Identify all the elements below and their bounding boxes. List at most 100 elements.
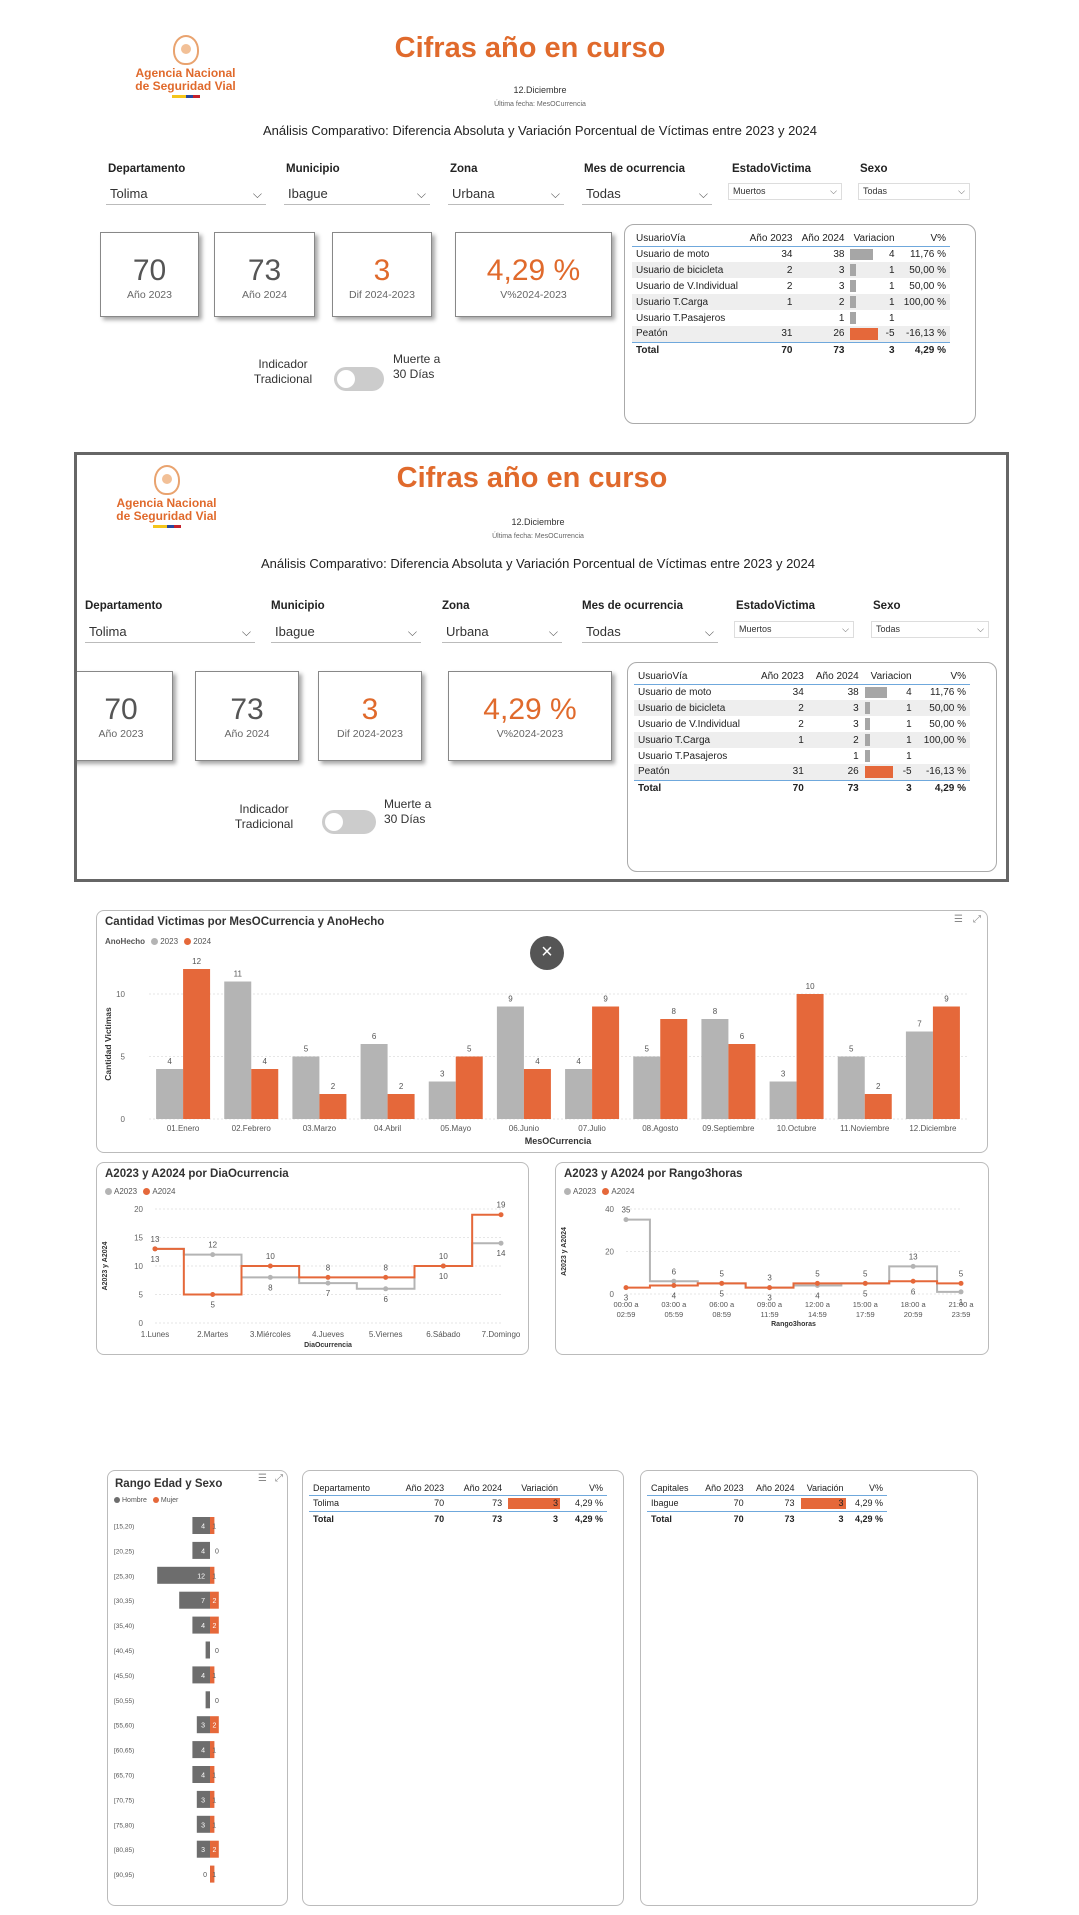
slicer-municipio[interactable]: Ibague ⌵ [271,621,421,643]
y-axis-label: A2023 y A2024 [561,1227,568,1276]
y-tick-label: 20 [134,1205,143,1214]
table-row[interactable]: Usuario T.Pasajeros 1 1 [632,310,950,326]
slicer-estado[interactable]: Muertos ⌵ [728,183,842,200]
data-label: 6 [740,1032,745,1041]
card-vpct[interactable]: 4,29 % V%2024-2023 [455,232,612,317]
slicer-sexo[interactable]: Todas ⌵ [858,183,970,200]
table-row[interactable]: Usuario T.Carga 1 2 1 100,00 % [632,294,950,310]
depto-table: Departamento Año 2023 Año 2024 Variación V% T… [309,1481,607,1527]
chart-legend: Hombre Mujer [110,1497,178,1504]
logo-line1: Agencia Nacional [135,66,236,80]
card-value: 73 [230,693,264,726]
table-row[interactable]: Ibague 70 73 3 4,29 % [647,1495,887,1511]
table-row[interactable]: Peatón 31 26 -5 -16,13 % [634,764,970,780]
bar-mujer [210,1716,219,1734]
table-row[interactable]: Tolima 70 73 3 4,29 % [309,1495,607,1511]
chevron-down-icon: ⌵ [252,187,262,201]
bar-hombre [196,1815,210,1833]
slicer-sexo[interactable]: Todas ⌵ [871,621,989,638]
x-axis-label: DiaOcurrencia [304,1342,352,1349]
logo-line1: Agencia Nacional [116,496,217,510]
table-row[interactable]: Usuario T.Carga 1 2 1 100,00 % [634,732,970,748]
close-icon[interactable]: × [530,936,564,970]
slicer-departamento[interactable]: Tolima ⌵ [106,183,266,205]
legend-a2024: A2024 [152,1187,176,1196]
table-row[interactable]: Usuario de bicicleta 2 3 1 50,00 % [634,700,970,716]
slicer-municipio[interactable]: Ibague ⌵ [284,183,430,205]
filter-icon[interactable]: ☰ [258,1473,267,1484]
variation-value: -5 [885,328,895,340]
table-row[interactable]: Usuario de V.Individual 2 3 1 50,00 % [634,716,970,732]
bar-2023 [701,1019,729,1119]
data-label: 3 [440,1070,445,1079]
cell-2024: 1 [838,312,845,324]
card-dif[interactable]: 3 Dif 2024-2023 [332,232,432,317]
slicer-estado[interactable]: Muertos ⌵ [734,621,854,638]
data-label: 7 [917,1020,922,1029]
data-label: 12 [208,1241,217,1250]
last-date-label: Última fecha: MesOCurrencia [492,533,584,540]
cell-2023 [744,310,796,326]
y-tick-label: 15 [134,1234,143,1243]
chart-rango-panel: A2023 y A2024 por Rango3horas A2023 A202… [555,1162,989,1355]
variation-bar [850,328,879,340]
table-row[interactable]: Usuario de bicicleta 2 3 1 50,00 % [632,262,950,278]
card-2024[interactable]: 73 Año 2024 [214,232,315,317]
indicator-toggle[interactable] [322,810,376,834]
y-tick-label: [45,50) [114,1673,134,1680]
data-label: 13 [909,1252,918,1261]
x-tick-label: 7.Domingo [482,1330,521,1339]
column-header: Año 2024 [448,1481,507,1496]
column-header: Capitales [647,1481,697,1496]
expand-icon[interactable]: ⤢ [275,1473,283,1484]
card-2023[interactable]: 70 Año 2023 [77,671,173,761]
card-value: 3 [373,254,391,287]
bar-hombre [192,1666,210,1684]
slicer-label-sexo: Sexo [860,163,888,175]
variation-value: 1 [906,702,912,714]
table-row[interactable]: Usuario T.Pasajeros 1 1 [634,748,970,764]
card-value: 70 [104,693,138,726]
data-label: 1 [212,1524,216,1531]
variation-bar [864,686,888,698]
legend-a2023: A2023 [573,1187,597,1196]
y-axis-label: Cantidad Victimas [103,1007,113,1081]
variation-bar [864,718,871,730]
slicer-mes[interactable]: Todas ⌵ [582,621,718,643]
bar-2023 [565,1069,593,1119]
total-cell-p: 4,29 % [562,1510,607,1527]
page-title: Cifras año en curso [394,32,666,64]
x-tick-label: 00:00 a [613,1300,639,1309]
table-row[interactable]: Usuario de moto 34 38 4 11,76 % [634,684,970,700]
table-row[interactable]: Usuario de V.Individual 2 3 1 50,00 % [632,278,950,294]
card-2023[interactable]: 70 Año 2023 [100,232,199,317]
data-label: 5 [863,1289,868,1298]
card-label: Año 2023 [98,728,144,740]
slicer-zona[interactable]: Urbana ⌵ [448,183,564,205]
card-vpct[interactable]: 4,29 % V%2024-2023 [448,671,612,761]
table-row[interactable]: Usuario de moto 34 38 4 11,76 % [632,246,950,262]
card-dif[interactable]: 3 Dif 2024-2023 [318,671,422,761]
x-tick-label: 07.Julio [578,1124,606,1133]
card-2024[interactable]: 73 Año 2024 [195,671,299,761]
cell-vpct: 50,00 % [909,280,946,292]
expand-icon[interactable]: ⤢ [973,914,981,925]
slicer-departamento[interactable]: Tolima ⌵ [85,621,255,643]
subtitle: Análisis Comparativo: Diferencia Absolut… [263,123,817,138]
filter-icon[interactable]: ☰ [954,914,963,925]
y-tick-label: [15,20) [114,1524,134,1531]
cell-vpct: 50,00 % [929,718,966,730]
slicer-zona[interactable]: Urbana ⌵ [442,621,562,643]
legend-2023: 2023 [160,937,179,946]
chart-legend: A2023 A2024 [101,1187,176,1196]
y-tick-label: [65,70) [114,1773,134,1780]
card-label: Año 2024 [242,289,287,301]
data-label: 35 [622,1206,631,1215]
table-row[interactable]: Peatón 31 26 -5 -16,13 % [632,326,950,342]
y-axis-label: A2023 y A2024 [102,1242,109,1291]
last-date-label: Última fecha: MesOCurrencia [494,101,586,108]
cell-2024: 26 [807,764,863,780]
slicer-mes[interactable]: Todas ⌵ [582,183,712,205]
indicator-toggle[interactable] [334,367,384,391]
